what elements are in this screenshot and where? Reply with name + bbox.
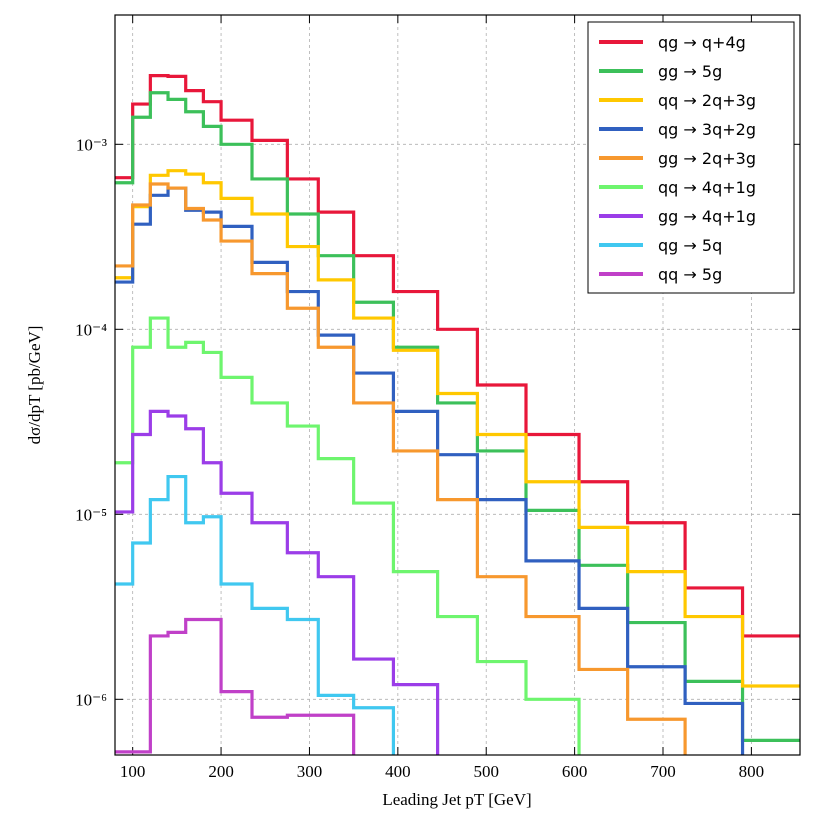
y-tick-label: 10⁻⁵ <box>75 505 107 524</box>
legend-label: qg → q+4g <box>658 33 746 52</box>
x-tick-label: 800 <box>739 762 765 781</box>
histogram-line <box>115 316 581 755</box>
histogram-line <box>115 409 440 755</box>
legend-label: qq → 4q+1g <box>658 178 756 197</box>
x-tick-label: 300 <box>297 762 323 781</box>
legend-label: qg → 5q <box>658 236 722 255</box>
y-axis-label: dσ/dpT [pb/GeV] <box>25 326 44 445</box>
legend-label: qq → 2q+3g <box>658 91 756 110</box>
y-tick-label: 10⁻⁶ <box>75 690 107 709</box>
legend-label: gg → 5g <box>658 62 722 81</box>
x-tick-label: 400 <box>385 762 411 781</box>
y-tick-label: 10⁻⁴ <box>75 320 107 339</box>
legend-label: qg → 3q+2g <box>658 120 756 139</box>
histogram-line <box>115 169 800 688</box>
x-tick-label: 500 <box>473 762 499 781</box>
histogram-line <box>115 91 800 742</box>
legend-label: gg → 4q+1g <box>658 207 756 226</box>
histogram-line <box>115 182 687 755</box>
plot-frame <box>114 14 801 756</box>
y-tick-label: 10⁻³ <box>76 135 107 154</box>
histogram-line <box>115 474 396 755</box>
legend-label: gg → 2q+3g <box>658 149 756 168</box>
histogram-line <box>115 74 800 638</box>
x-tick-label: 600 <box>562 762 588 781</box>
legend-label: qq → 5g <box>658 265 722 284</box>
x-axis-label: Leading Jet pT [GeV] <box>382 790 531 809</box>
histogram-line <box>115 617 356 755</box>
x-tick-label: 700 <box>650 762 676 781</box>
x-tick-label: 200 <box>208 762 234 781</box>
x-tick-label: 100 <box>120 762 146 781</box>
